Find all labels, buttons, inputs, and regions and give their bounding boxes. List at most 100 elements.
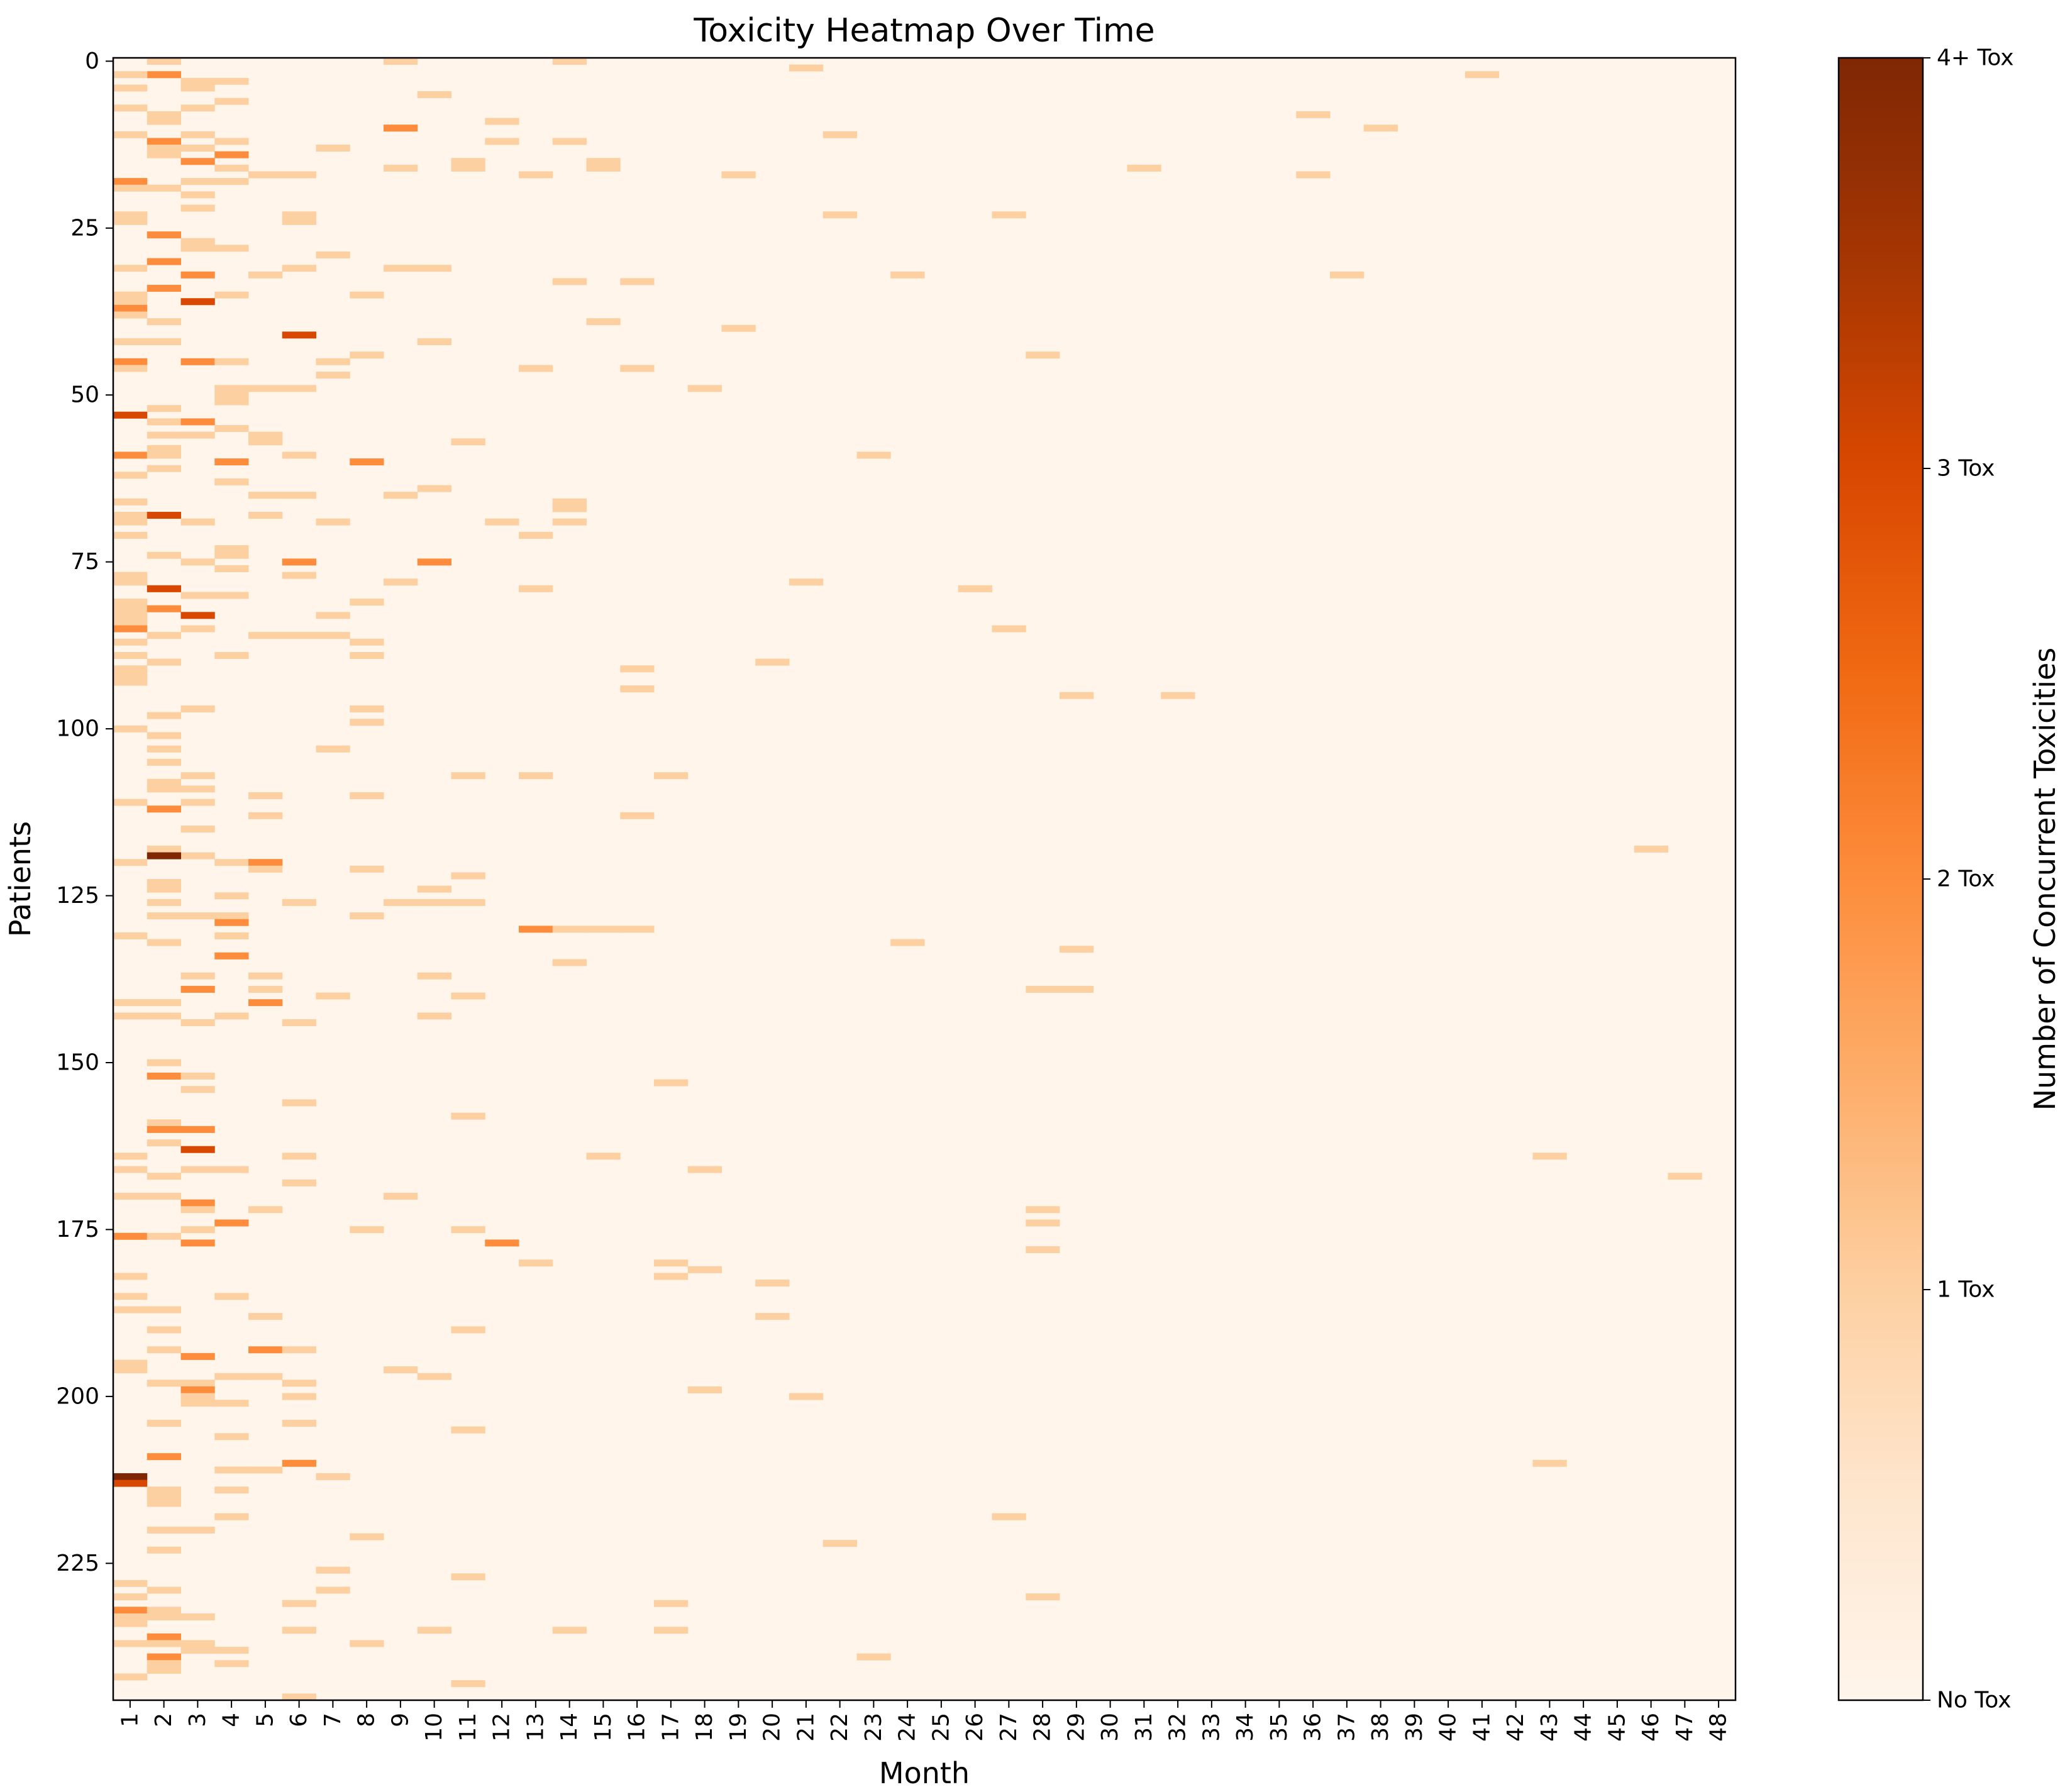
heatmap-cell — [417, 338, 451, 345]
heatmap-cell — [147, 1493, 181, 1500]
x-tick-label: 46 — [1638, 1713, 1664, 1742]
chart-title: Toxicity Heatmap Over Time — [693, 12, 1154, 50]
heatmap-cell — [350, 291, 384, 299]
heatmap-cell — [214, 97, 249, 105]
heatmap-cell — [147, 885, 181, 893]
heatmap-cell — [180, 612, 215, 619]
heatmap-cell — [180, 1400, 215, 1407]
heatmap-cell — [214, 1486, 249, 1494]
x-tick-label: 37 — [1334, 1713, 1359, 1742]
heatmap-cell — [113, 298, 148, 306]
heatmap-cell — [180, 131, 215, 138]
heatmap-cell — [147, 512, 181, 519]
heatmap-cell — [113, 1366, 148, 1374]
heatmap-cell — [620, 926, 655, 933]
heatmap-cell — [214, 859, 249, 866]
heatmap-cell — [147, 1012, 181, 1020]
heatmap-cell — [180, 1086, 215, 1093]
heatmap-cell — [180, 518, 215, 526]
heatmap-cell — [147, 1607, 181, 1614]
heatmap-cell — [113, 1620, 148, 1627]
heatmap-cell — [113, 1673, 148, 1681]
heatmap-cell — [147, 451, 181, 459]
x-tick-label: 42 — [1503, 1713, 1529, 1742]
heatmap-cell — [1532, 1153, 1567, 1160]
colorbar-tick-label: 4+ Tox — [1937, 45, 2014, 71]
heatmap-cell — [113, 1579, 148, 1587]
heatmap-cell — [214, 138, 249, 145]
heatmap-cell — [316, 992, 350, 1000]
heatmap-cell — [282, 492, 316, 499]
heatmap-cell — [316, 145, 350, 152]
heatmap-cell — [180, 1226, 215, 1234]
heatmap-cell — [113, 1640, 148, 1647]
heatmap-cell — [417, 1627, 451, 1634]
heatmap-cell — [384, 1193, 418, 1200]
heatmap-cell — [451, 1326, 485, 1334]
x-tick-label: 32 — [1165, 1713, 1191, 1742]
x-tick-label: 35 — [1266, 1713, 1292, 1742]
heatmap-cell — [147, 1526, 181, 1534]
heatmap-cell — [113, 1607, 148, 1614]
y-tick-label: 150 — [56, 1049, 99, 1075]
heatmap-cell — [992, 1513, 1026, 1520]
heatmap-cell — [147, 845, 181, 853]
heatmap-cell — [282, 1099, 316, 1107]
heatmap-cell — [147, 1306, 181, 1314]
heatmap-cell — [282, 632, 316, 639]
heatmap-cell — [113, 1359, 148, 1367]
heatmap-cell — [552, 959, 587, 966]
heatmap-cell — [350, 351, 384, 359]
heatmap-cell — [248, 1346, 283, 1354]
heatmap-cell — [654, 1273, 689, 1280]
heatmap-cell — [147, 585, 181, 592]
heatmap-cell — [113, 618, 148, 626]
heatmap-cell — [180, 1126, 215, 1133]
heatmap-cell — [384, 265, 418, 272]
heatmap-cell — [282, 218, 316, 225]
heatmap-cell — [147, 999, 181, 1007]
heatmap-cell — [417, 1373, 451, 1380]
x-tick-label: 22 — [827, 1713, 853, 1742]
heatmap-cell — [384, 164, 418, 172]
heatmap-cell — [214, 912, 249, 920]
x-tick-label: 47 — [1672, 1713, 1698, 1742]
heatmap-cell — [214, 1373, 249, 1380]
heatmap-cell — [248, 999, 283, 1007]
heatmap-cell — [147, 151, 181, 158]
heatmap-cell — [180, 912, 215, 920]
heatmap-cell — [350, 458, 384, 466]
x-tick-label: 26 — [962, 1713, 988, 1742]
heatmap-cell — [113, 999, 148, 1007]
heatmap-cell — [113, 265, 148, 272]
heatmap-cell — [147, 231, 181, 239]
heatmap-cell — [350, 865, 384, 873]
x-tick-label: 3 — [185, 1713, 211, 1727]
heatmap-cell — [654, 1079, 689, 1087]
heatmap-cell — [180, 204, 215, 212]
heatmap-cell — [147, 1380, 181, 1387]
heatmap-cell — [147, 338, 181, 345]
heatmap-cell — [1026, 1206, 1060, 1214]
heatmap-cell — [113, 1273, 148, 1280]
heatmap-cell — [654, 1600, 689, 1607]
heatmap-cell — [214, 385, 249, 392]
heatmap-cell — [147, 1613, 181, 1620]
heatmap-cell — [485, 1239, 519, 1247]
heatmap-cell — [113, 605, 148, 612]
heatmap-cell — [113, 572, 148, 579]
heatmap-cell — [519, 585, 553, 592]
heatmap-cell — [552, 58, 587, 65]
heatmap-cell — [687, 385, 722, 392]
x-tick-label: 41 — [1469, 1713, 1495, 1742]
heatmap-cell — [282, 451, 316, 459]
heatmap-cell — [992, 211, 1026, 219]
heatmap-cell — [316, 1473, 350, 1481]
heatmap-cell — [147, 1546, 181, 1554]
heatmap-cell — [654, 1627, 689, 1634]
colorbar-label: Number of Concurrent Toxicities — [2028, 648, 2062, 1111]
heatmap-cell — [248, 171, 283, 179]
heatmap-cell — [180, 178, 215, 185]
heatmap-cell — [451, 1426, 485, 1434]
heatmap-cell — [147, 1666, 181, 1674]
